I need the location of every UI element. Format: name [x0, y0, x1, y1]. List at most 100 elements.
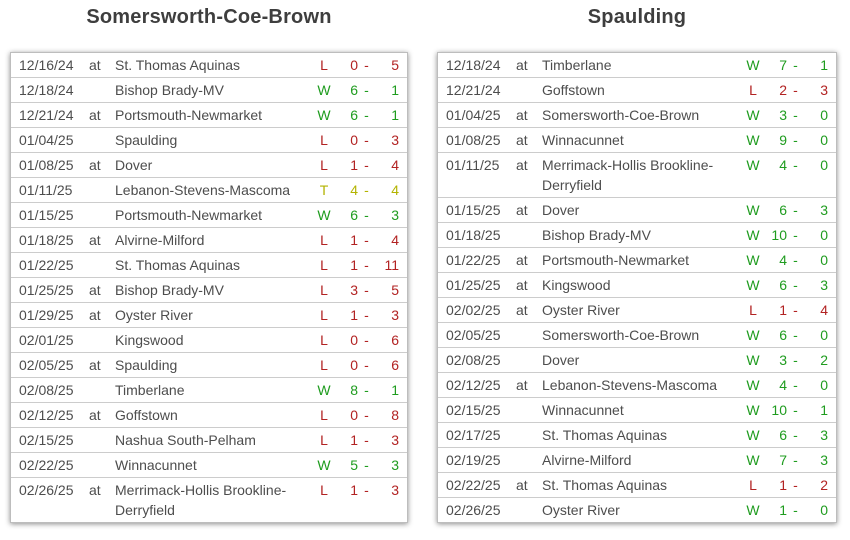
opponent-score: 4 [391, 232, 399, 248]
game-date: 02/12/25 [19, 407, 74, 423]
game-date: 02/15/25 [446, 402, 501, 418]
result-letter: W [746, 277, 760, 293]
opponent-name: Bishop Brady-MV [115, 282, 224, 298]
opponent-name: Dover [115, 157, 153, 173]
game-result: W 7 - 3 [743, 450, 828, 470]
opponent-name: Kingswood [115, 332, 184, 348]
game-date: 12/21/24 [19, 107, 74, 123]
game-result: W 6 - 1 [314, 80, 399, 100]
schedule-table: 12/18/24 at Timberlane W 7 - 1 12/21/24 … [437, 52, 837, 523]
game-date: 12/18/24 [446, 57, 501, 73]
game-result: L 0 - 6 [314, 355, 399, 375]
game-date: 01/25/25 [446, 277, 501, 293]
game-result: W 4 - 0 [743, 375, 828, 395]
opponent-score: 5 [391, 282, 399, 298]
result-letter: W [746, 352, 760, 368]
game-row: 01/18/25 Bishop Brady-MV W 10 - 0 [438, 223, 836, 248]
score-dash: - [793, 57, 798, 73]
at-indicator: at [89, 482, 101, 498]
opponent-name: Bishop Brady-MV [542, 227, 651, 243]
opponent-name: Winnacunnet [115, 457, 197, 473]
game-date: 12/16/24 [19, 57, 74, 73]
game-date: 02/08/25 [19, 382, 74, 398]
game-result: W 6 - 3 [314, 205, 399, 225]
score-dash: - [364, 207, 369, 223]
opponent-score: 6 [391, 332, 399, 348]
game-date: 02/15/25 [19, 432, 74, 448]
score-dash: - [793, 452, 798, 468]
game-row: 01/15/25 at Dover W 6 - 3 [438, 198, 836, 223]
score-dash: - [793, 252, 798, 268]
team-score: 1 [779, 502, 787, 518]
score-dash: - [364, 182, 369, 198]
game-row: 12/18/24 at Timberlane W 7 - 1 [438, 53, 836, 78]
game-row: 12/18/24 Bishop Brady-MV W 6 - 1 [11, 78, 407, 103]
game-row: 02/26/25 at Merrimack-Hollis Brookline-D… [11, 478, 407, 522]
score-dash: - [793, 402, 798, 418]
score-dash: - [364, 432, 369, 448]
at-indicator: at [516, 377, 528, 393]
opponent-score: 0 [820, 132, 828, 148]
game-row: 12/21/24 at Portsmouth-Newmarket W 6 - 1 [11, 103, 407, 128]
game-date: 01/15/25 [446, 202, 501, 218]
score-dash: - [793, 327, 798, 343]
game-result: L 1 - 11 [314, 255, 399, 275]
opponent-score: 2 [820, 477, 828, 493]
result-letter: W [746, 252, 760, 268]
at-indicator: at [516, 302, 528, 318]
team-score: 4 [779, 252, 787, 268]
at-indicator: at [516, 57, 528, 73]
result-letter: L [320, 57, 328, 73]
score-dash: - [364, 382, 369, 398]
score-dash: - [793, 377, 798, 393]
team-score: 0 [350, 57, 358, 73]
game-date: 02/01/25 [19, 332, 74, 348]
score-dash: - [364, 157, 369, 173]
result-letter: L [320, 307, 328, 323]
score-dash: - [364, 457, 369, 473]
opponent-name: Merrimack-Hollis Brookline-Derryfield [115, 482, 287, 518]
score-dash: - [793, 227, 798, 243]
game-date: 02/05/25 [19, 357, 74, 373]
at-indicator: at [516, 132, 528, 148]
at-indicator: at [89, 307, 101, 323]
team-score: 1 [350, 157, 358, 173]
game-date: 01/04/25 [19, 132, 74, 148]
game-date: 02/08/25 [446, 352, 501, 368]
game-row: 02/05/25 Somersworth-Coe-Brown W 6 - 0 [438, 323, 836, 348]
team-score: 3 [779, 107, 787, 123]
team-score: 0 [350, 357, 358, 373]
score-dash: - [364, 132, 369, 148]
score-dash: - [793, 107, 798, 123]
opponent-score: 0 [820, 157, 828, 173]
result-letter: L [320, 357, 328, 373]
result-letter: W [746, 402, 760, 418]
opponent-score: 6 [391, 357, 399, 373]
opponent-score: 3 [391, 207, 399, 223]
opponent-name: Kingswood [542, 277, 611, 293]
game-result: W 6 - 1 [314, 105, 399, 125]
team-schedules-page: Somersworth-Coe-Brown 12/16/24 at St. Th… [10, 6, 837, 523]
game-row: 01/04/25 at Somersworth-Coe-Brown W 3 - … [438, 103, 836, 128]
game-row: 01/11/25 Lebanon-Stevens-Mascoma T 4 - 4 [11, 178, 407, 203]
team-score: 6 [350, 207, 358, 223]
game-result: W 3 - 2 [743, 350, 828, 370]
game-row: 01/25/25 at Kingswood W 6 - 3 [438, 273, 836, 298]
score-dash: - [793, 82, 798, 98]
score-dash: - [364, 332, 369, 348]
game-result: L 1 - 4 [743, 300, 828, 320]
opponent-name: Oyster River [542, 502, 620, 518]
game-date: 02/02/25 [446, 302, 501, 318]
game-row: 01/04/25 Spaulding L 0 - 3 [11, 128, 407, 153]
opponent-name: Portsmouth-Newmarket [542, 252, 690, 268]
game-date: 02/26/25 [446, 502, 501, 518]
team-title: Somersworth-Coe-Brown [86, 6, 332, 28]
opponent-name: Portsmouth-Newmarket [115, 107, 263, 123]
game-date: 02/05/25 [446, 327, 501, 343]
game-date: 01/18/25 [446, 227, 501, 243]
opponent-name: Winnacunnet [542, 402, 624, 418]
opponent-name: Dover [542, 202, 580, 218]
score-dash: - [364, 357, 369, 373]
opponent-score: 1 [820, 57, 828, 73]
team-title: Spaulding [587, 6, 687, 28]
